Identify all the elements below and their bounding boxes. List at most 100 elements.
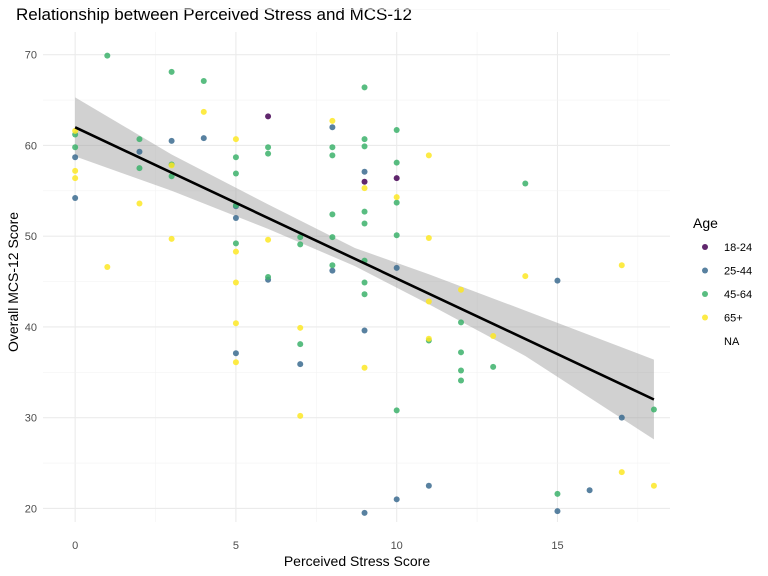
point-65+	[522, 273, 529, 280]
point-45-64	[232, 170, 239, 177]
point-25-44	[168, 137, 175, 144]
point-45-64	[232, 240, 239, 247]
legend-label-18-24: 18-24	[724, 242, 752, 254]
legend-label-45-64: 45-64	[724, 289, 752, 301]
point-45-64	[361, 208, 368, 215]
point-45-64	[265, 144, 272, 151]
legend-key-25-44	[702, 267, 708, 274]
point-65+	[425, 298, 432, 305]
point-45-64	[168, 68, 175, 75]
point-18-24	[265, 113, 272, 120]
point-65+	[72, 167, 79, 174]
y-tick-label: 70	[25, 50, 37, 62]
point-65+	[329, 117, 336, 124]
point-25-44	[393, 264, 400, 271]
point-45-64	[361, 291, 368, 298]
point-25-44	[72, 195, 79, 202]
point-65+	[297, 412, 304, 419]
point-45-64	[458, 377, 464, 384]
legend-key-18-24	[702, 244, 708, 250]
point-45-64	[329, 234, 336, 241]
x-tick-label: 15	[551, 540, 563, 552]
point-45-64	[393, 159, 400, 166]
point-25-44	[554, 508, 561, 515]
point-65+	[618, 262, 625, 269]
point-65+	[361, 185, 368, 192]
y-axis-title: Overall MCS-12 Score	[5, 212, 21, 352]
trend-line	[74, 126, 655, 401]
legend-key-45-64	[702, 291, 708, 297]
point-45-64	[136, 165, 143, 172]
x-tick-label: 5	[233, 540, 239, 552]
y-tick-label: 30	[25, 413, 37, 425]
point-25-44	[232, 215, 239, 222]
point-65+	[232, 359, 239, 366]
point-25-44	[618, 414, 625, 421]
legend-title: Age	[693, 215, 718, 231]
point-65+	[458, 286, 464, 293]
x-axis-title: Perceived Stress Score	[284, 553, 430, 569]
point-45-64	[297, 234, 304, 241]
point-65+	[232, 248, 239, 255]
point-65+	[393, 194, 400, 201]
point-18-24	[393, 175, 400, 182]
point-45-64	[104, 52, 111, 59]
confidence-band	[75, 97, 654, 440]
point-65+	[168, 162, 175, 169]
legend-label-25-44: 25-44	[724, 266, 752, 278]
point-65+	[232, 279, 239, 286]
point-45-64	[232, 154, 239, 161]
point-65+	[168, 235, 175, 242]
point-45-64	[393, 232, 400, 239]
point-65+	[650, 482, 657, 489]
point-45-64	[490, 363, 497, 370]
point-45-64	[72, 144, 79, 151]
point-65+	[490, 332, 497, 339]
point-65+	[425, 152, 432, 159]
point-45-64	[522, 180, 529, 187]
point-65+	[265, 236, 272, 243]
point-45-64	[458, 367, 464, 374]
x-tick-label: 0	[72, 540, 78, 552]
point-25-44	[554, 277, 561, 284]
point-45-64	[554, 490, 561, 497]
point-45-64	[297, 341, 304, 348]
point-45-64	[265, 274, 272, 280]
point-25-44	[200, 135, 207, 142]
point-65+	[232, 320, 239, 327]
point-45-64	[393, 199, 400, 206]
point-65+	[361, 364, 368, 371]
y-tick-label: 20	[25, 503, 37, 515]
point-45-64	[361, 279, 368, 286]
point-25-44	[329, 267, 336, 274]
point-25-44	[586, 487, 593, 494]
point-25-44	[72, 154, 79, 161]
legend-label-NA: NA	[724, 336, 740, 348]
point-25-44	[361, 168, 368, 175]
point-45-64	[329, 211, 336, 218]
point-45-64	[361, 220, 368, 227]
y-tick-label: 60	[25, 140, 37, 152]
point-45-64	[361, 136, 368, 143]
point-45-64	[329, 144, 336, 151]
y-tick-label: 40	[25, 322, 37, 334]
point-65+	[425, 234, 432, 241]
point-45-64	[329, 262, 336, 269]
y-tick-label: 50	[25, 231, 37, 243]
point-25-44	[136, 148, 143, 155]
point-25-44	[361, 509, 368, 516]
point-45-64	[361, 84, 368, 91]
point-25-44	[425, 482, 432, 489]
point-65+	[136, 200, 143, 207]
point-25-44	[297, 361, 304, 368]
point-45-64	[265, 150, 272, 157]
point-65+	[72, 175, 79, 182]
point-65+	[104, 264, 111, 271]
point-45-64	[297, 241, 304, 248]
data-points	[72, 52, 657, 516]
point-45-64	[393, 407, 400, 414]
grid	[43, 9, 670, 522]
legend-key-65+	[702, 314, 708, 321]
point-25-44	[329, 124, 336, 131]
